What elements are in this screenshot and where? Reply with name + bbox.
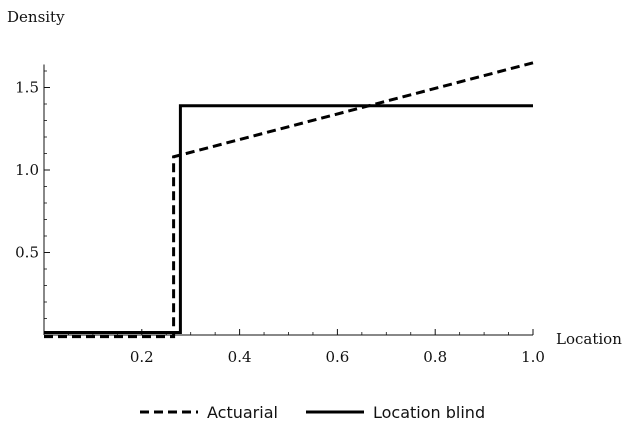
legend: Actuarial Location blind — [140, 403, 485, 422]
x-ticks: 0.2 0.4 0.6 0.8 1.0 — [68, 329, 545, 366]
legend-label-location-blind: Location blind — [373, 403, 485, 422]
x-tick-label: 0.2 — [130, 348, 154, 366]
x-tick-label: 0.4 — [228, 348, 252, 366]
series-layer — [44, 61, 534, 339]
y-ticks: 0.5 1.0 1.5 — [15, 70, 50, 319]
y-tick-label: 0.5 — [15, 244, 39, 262]
y-tick-label: 1.5 — [15, 79, 39, 97]
series-location-blind — [44, 104, 533, 334]
x-axis-title: Location — [556, 330, 622, 348]
x-tick-label: 1.0 — [521, 348, 545, 366]
y-axis-title: Density — [7, 8, 65, 26]
series-actuarial — [44, 61, 534, 339]
x-tick-label: 0.6 — [325, 348, 349, 366]
y-tick-label: 1.0 — [15, 161, 39, 179]
x-tick-label: 0.8 — [423, 348, 447, 366]
legend-label-actuarial: Actuarial — [207, 403, 278, 422]
